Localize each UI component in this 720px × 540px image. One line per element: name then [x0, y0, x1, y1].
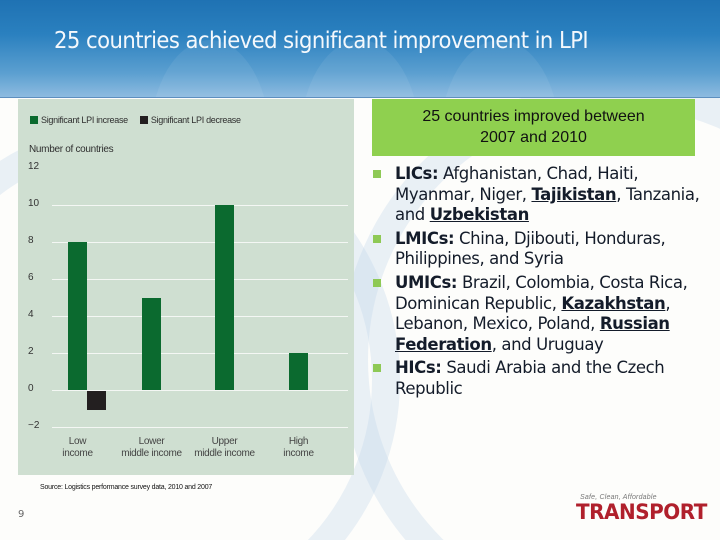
- bullet-item: HICs: Saudi Arabia and the Czech Republi…: [370, 358, 715, 399]
- y-tick-label: 4: [28, 309, 34, 320]
- transport-logo: Safe, Clean, Affordable TRANSPORT: [576, 494, 707, 530]
- bar-increase: [215, 205, 234, 390]
- page-number: 9: [18, 509, 25, 520]
- highlighted-country: Uzbekistan: [429, 205, 530, 225]
- bar-increase: [68, 242, 87, 390]
- y-tick-label: 10: [28, 198, 40, 209]
- y-tick-label: 2: [28, 346, 34, 357]
- y-tick-label: 12: [28, 161, 40, 172]
- highlighted-country: Kazakhstan: [561, 293, 666, 313]
- callout-box: 25 countries improved between 2007 and 2…: [372, 99, 695, 156]
- legend-swatch-increase: [30, 116, 38, 124]
- y-tick-label: −2: [28, 420, 40, 431]
- bullet-text: Afghanistan, Chad, Haiti, Myanmar, Niger…: [395, 164, 639, 204]
- x-category-label: Lower middle income: [121, 436, 182, 459]
- bullet-text: China, Djibouti, Honduras, Philippines, …: [395, 228, 666, 269]
- chart-source: Source: Logistics performance survey dat…: [40, 484, 213, 491]
- bullet-item: LMICs: China, Djibouti, Honduras, Philip…: [370, 229, 715, 270]
- gridline: [52, 242, 348, 243]
- gridline: [52, 205, 348, 206]
- chart-legend: Significant LPI increase Significant LPI…: [30, 115, 241, 125]
- bullet-label: HICs:: [395, 358, 442, 378]
- highlighted-country: Tajikistan: [531, 184, 617, 204]
- y-tick-label: 8: [28, 235, 34, 246]
- logo-tagline: Safe, Clean, Affordable: [580, 494, 657, 501]
- bullet-text: Brazil, Colombia, Costa Rica, Dominican …: [395, 272, 688, 313]
- gridline: [52, 390, 348, 391]
- callout-line-1: 25 countries improved between: [422, 108, 645, 125]
- bar-decrease: [87, 391, 106, 410]
- x-category-label: High income: [283, 436, 314, 459]
- bullet-text: , Lebanon, Mexico, Poland,: [395, 293, 671, 334]
- bullet-item: LICs: Afghanistan, Chad, Haiti, Myanmar,…: [370, 164, 715, 226]
- legend-item-increase: Significant LPI increase: [30, 115, 128, 125]
- bullet-text: , and Uruguay: [491, 334, 604, 354]
- logo-wordmark: TRANSPORT: [576, 500, 707, 524]
- y-axis-title: Number of countries: [29, 144, 114, 155]
- bullet-item: UMICs: Brazil, Colombia, Costa Rica, Dom…: [370, 273, 715, 355]
- x-category-label: Upper middle income: [194, 436, 255, 459]
- y-tick-label: 6: [28, 272, 34, 283]
- y-tick-label: 0: [28, 383, 34, 394]
- legend-item-decrease: Significant LPI decrease: [139, 115, 241, 125]
- bar-increase: [142, 297, 161, 390]
- bullet-label: LMICs:: [395, 228, 455, 248]
- chart-panel: Significant LPI increase Significant LPI…: [18, 99, 354, 475]
- callout-line-2: 2007 and 2010: [480, 129, 587, 146]
- x-category-label: Low income: [62, 436, 93, 459]
- legend-swatch-decrease: [139, 116, 148, 124]
- bullet-text: Saudi Arabia and the Czech Republic: [395, 358, 665, 398]
- country-bullet-list: LICs: Afghanistan, Chad, Haiti, Myanmar,…: [370, 164, 715, 403]
- slide-header: 25 countries achieved significant improv…: [0, 0, 720, 98]
- slide-title: 25 countries achieved significant improv…: [54, 28, 589, 54]
- bullet-label: UMICs:: [395, 272, 458, 292]
- bullet-label: LICs:: [395, 164, 439, 183]
- bullet-text: , Tanzania, and: [395, 184, 700, 225]
- gridline: [52, 316, 348, 317]
- bar-increase: [289, 353, 308, 390]
- gridline: [52, 279, 348, 280]
- gridline: [52, 427, 348, 428]
- highlighted-country: Russian Federation: [395, 314, 670, 354]
- gridline: [52, 353, 348, 354]
